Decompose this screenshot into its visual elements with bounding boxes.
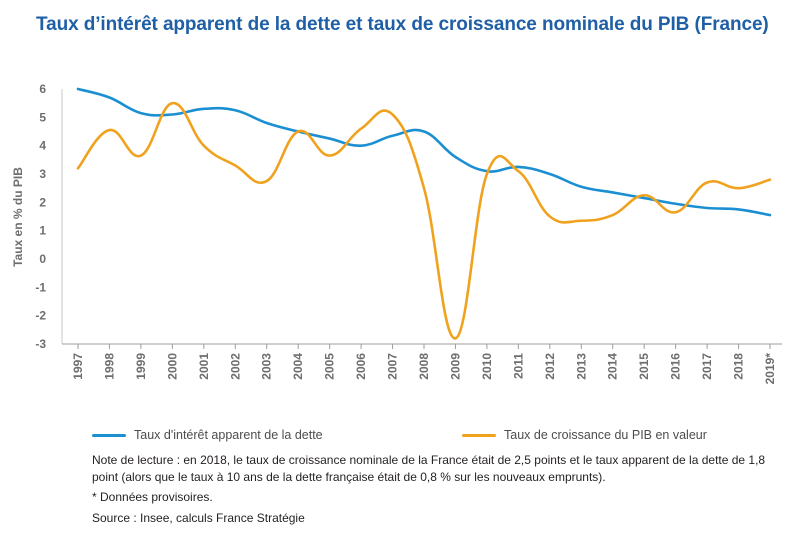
x-tick-label: 2018	[732, 353, 746, 380]
x-tick-label: 2001	[197, 353, 211, 380]
legend-label-gdp-growth: Taux de croissance du PIB en valeur	[504, 428, 707, 442]
x-tick-label: 2003	[260, 353, 274, 380]
y-tick-label: -2	[35, 309, 46, 323]
y-tick-label: 0	[39, 252, 46, 266]
x-tick-label: 2008	[417, 353, 431, 380]
x-tick-label: 2011	[511, 353, 525, 379]
x-tick-label: 2006	[354, 353, 368, 380]
x-tick-label: 2010	[480, 353, 494, 380]
x-tick-label: 1997	[71, 353, 85, 380]
y-tick-label: -1	[35, 280, 46, 294]
legend-item-gdp-growth: Taux de croissance du PIB en valeur	[462, 428, 707, 442]
x-tick-label: 2009	[448, 353, 462, 380]
reading-note: Note de lecture : en 2018, le taux de cr…	[92, 453, 766, 484]
series-line-gdp-growth	[76, 101, 772, 340]
x-tick-label: 2007	[386, 353, 400, 380]
x-tick-label: 1998	[102, 353, 116, 380]
x-tick-label: 2015	[637, 353, 651, 380]
y-tick-label: 4	[39, 139, 46, 153]
legend-swatch-gdp-growth	[462, 433, 496, 437]
x-tick-label: 2004	[291, 353, 305, 380]
y-tick-label: 6	[39, 82, 46, 96]
legend-label-debt-rate: Taux d'intérêt apparent de la dette	[134, 428, 323, 442]
x-tick-label: 2012	[543, 353, 557, 380]
y-tick-label: 2	[39, 195, 46, 209]
y-tick-label: 1	[39, 224, 46, 238]
notes: Note de lecture : en 2018, le taux de cr…	[92, 452, 772, 530]
x-tick-label: 2017	[700, 353, 714, 380]
y-axis-label: Taux en % du PIB	[11, 167, 25, 267]
y-tick-label: 5	[39, 110, 46, 124]
x-tick-label: 2000	[165, 353, 179, 380]
y-tick-label: 3	[39, 167, 46, 181]
x-tick-label: 2013	[574, 353, 588, 380]
x-tick-label: 1999	[134, 353, 148, 380]
provisional-note: * Données provisoires.	[92, 490, 213, 504]
x-tick-label: 2014	[606, 353, 620, 380]
chart-title: Taux d’intérêt apparent de la dette et t…	[36, 14, 769, 35]
x-tick-label: 2019*	[763, 353, 777, 385]
x-tick-label: 2002	[228, 353, 242, 380]
source-note: Source : Insee, calculs France Stratégie	[92, 510, 305, 525]
legend-item-debt-rate: Taux d'intérêt apparent de la dette	[92, 428, 323, 442]
line-chart: 6 5 4 3 2 1 0 -1 -2 -3 1997 1998 1999 2000 2001 2002 200…	[11, 82, 782, 385]
y-tick-label: -3	[35, 337, 46, 351]
legend-swatch-debt-rate	[92, 433, 126, 437]
x-tick-label: 2016	[669, 353, 683, 380]
x-tick-label: 2005	[323, 353, 337, 380]
